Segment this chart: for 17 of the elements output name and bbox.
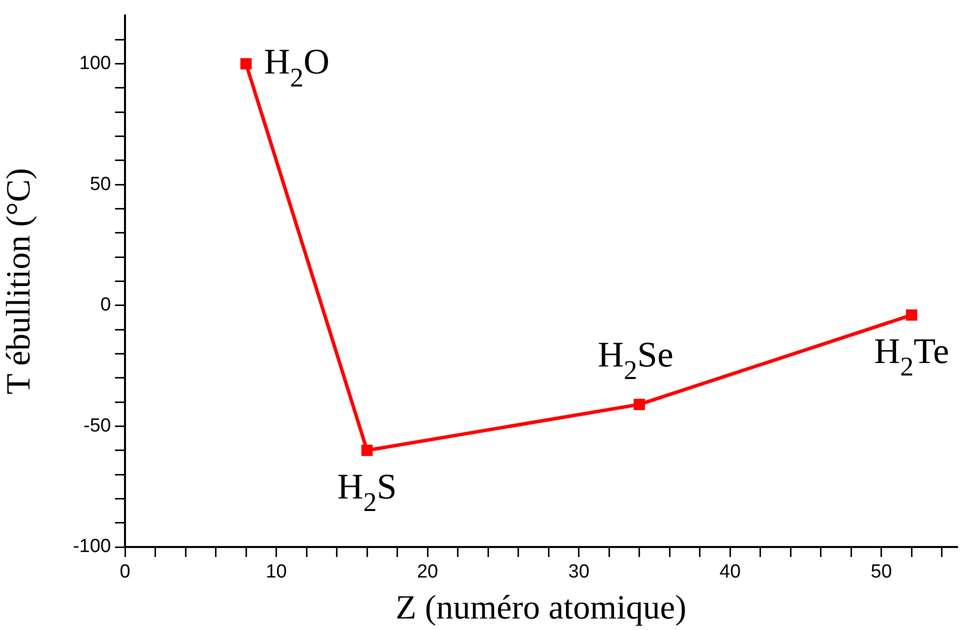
y-tick-label: 50 xyxy=(90,174,111,195)
x-tick-label: 10 xyxy=(266,562,287,583)
y-tick-label: 100 xyxy=(79,52,111,74)
y-tick-label: -50 xyxy=(84,415,111,436)
x-tick-label: 50 xyxy=(870,562,892,583)
y-tick-label: 0 xyxy=(100,294,111,316)
x-axis-title: Z (numéro atomique) xyxy=(396,590,686,627)
x-tick-label: 20 xyxy=(416,562,438,583)
y-tick-label: -100 xyxy=(72,536,111,558)
point xyxy=(634,398,645,410)
point xyxy=(240,58,252,70)
point xyxy=(361,444,373,456)
x-tick-label: 40 xyxy=(720,562,741,583)
y-axis-title: T ébullition (°C) xyxy=(0,168,38,394)
x-tick-label: 30 xyxy=(568,562,590,583)
x-tick-label: 0 xyxy=(120,562,130,583)
point xyxy=(906,309,918,321)
